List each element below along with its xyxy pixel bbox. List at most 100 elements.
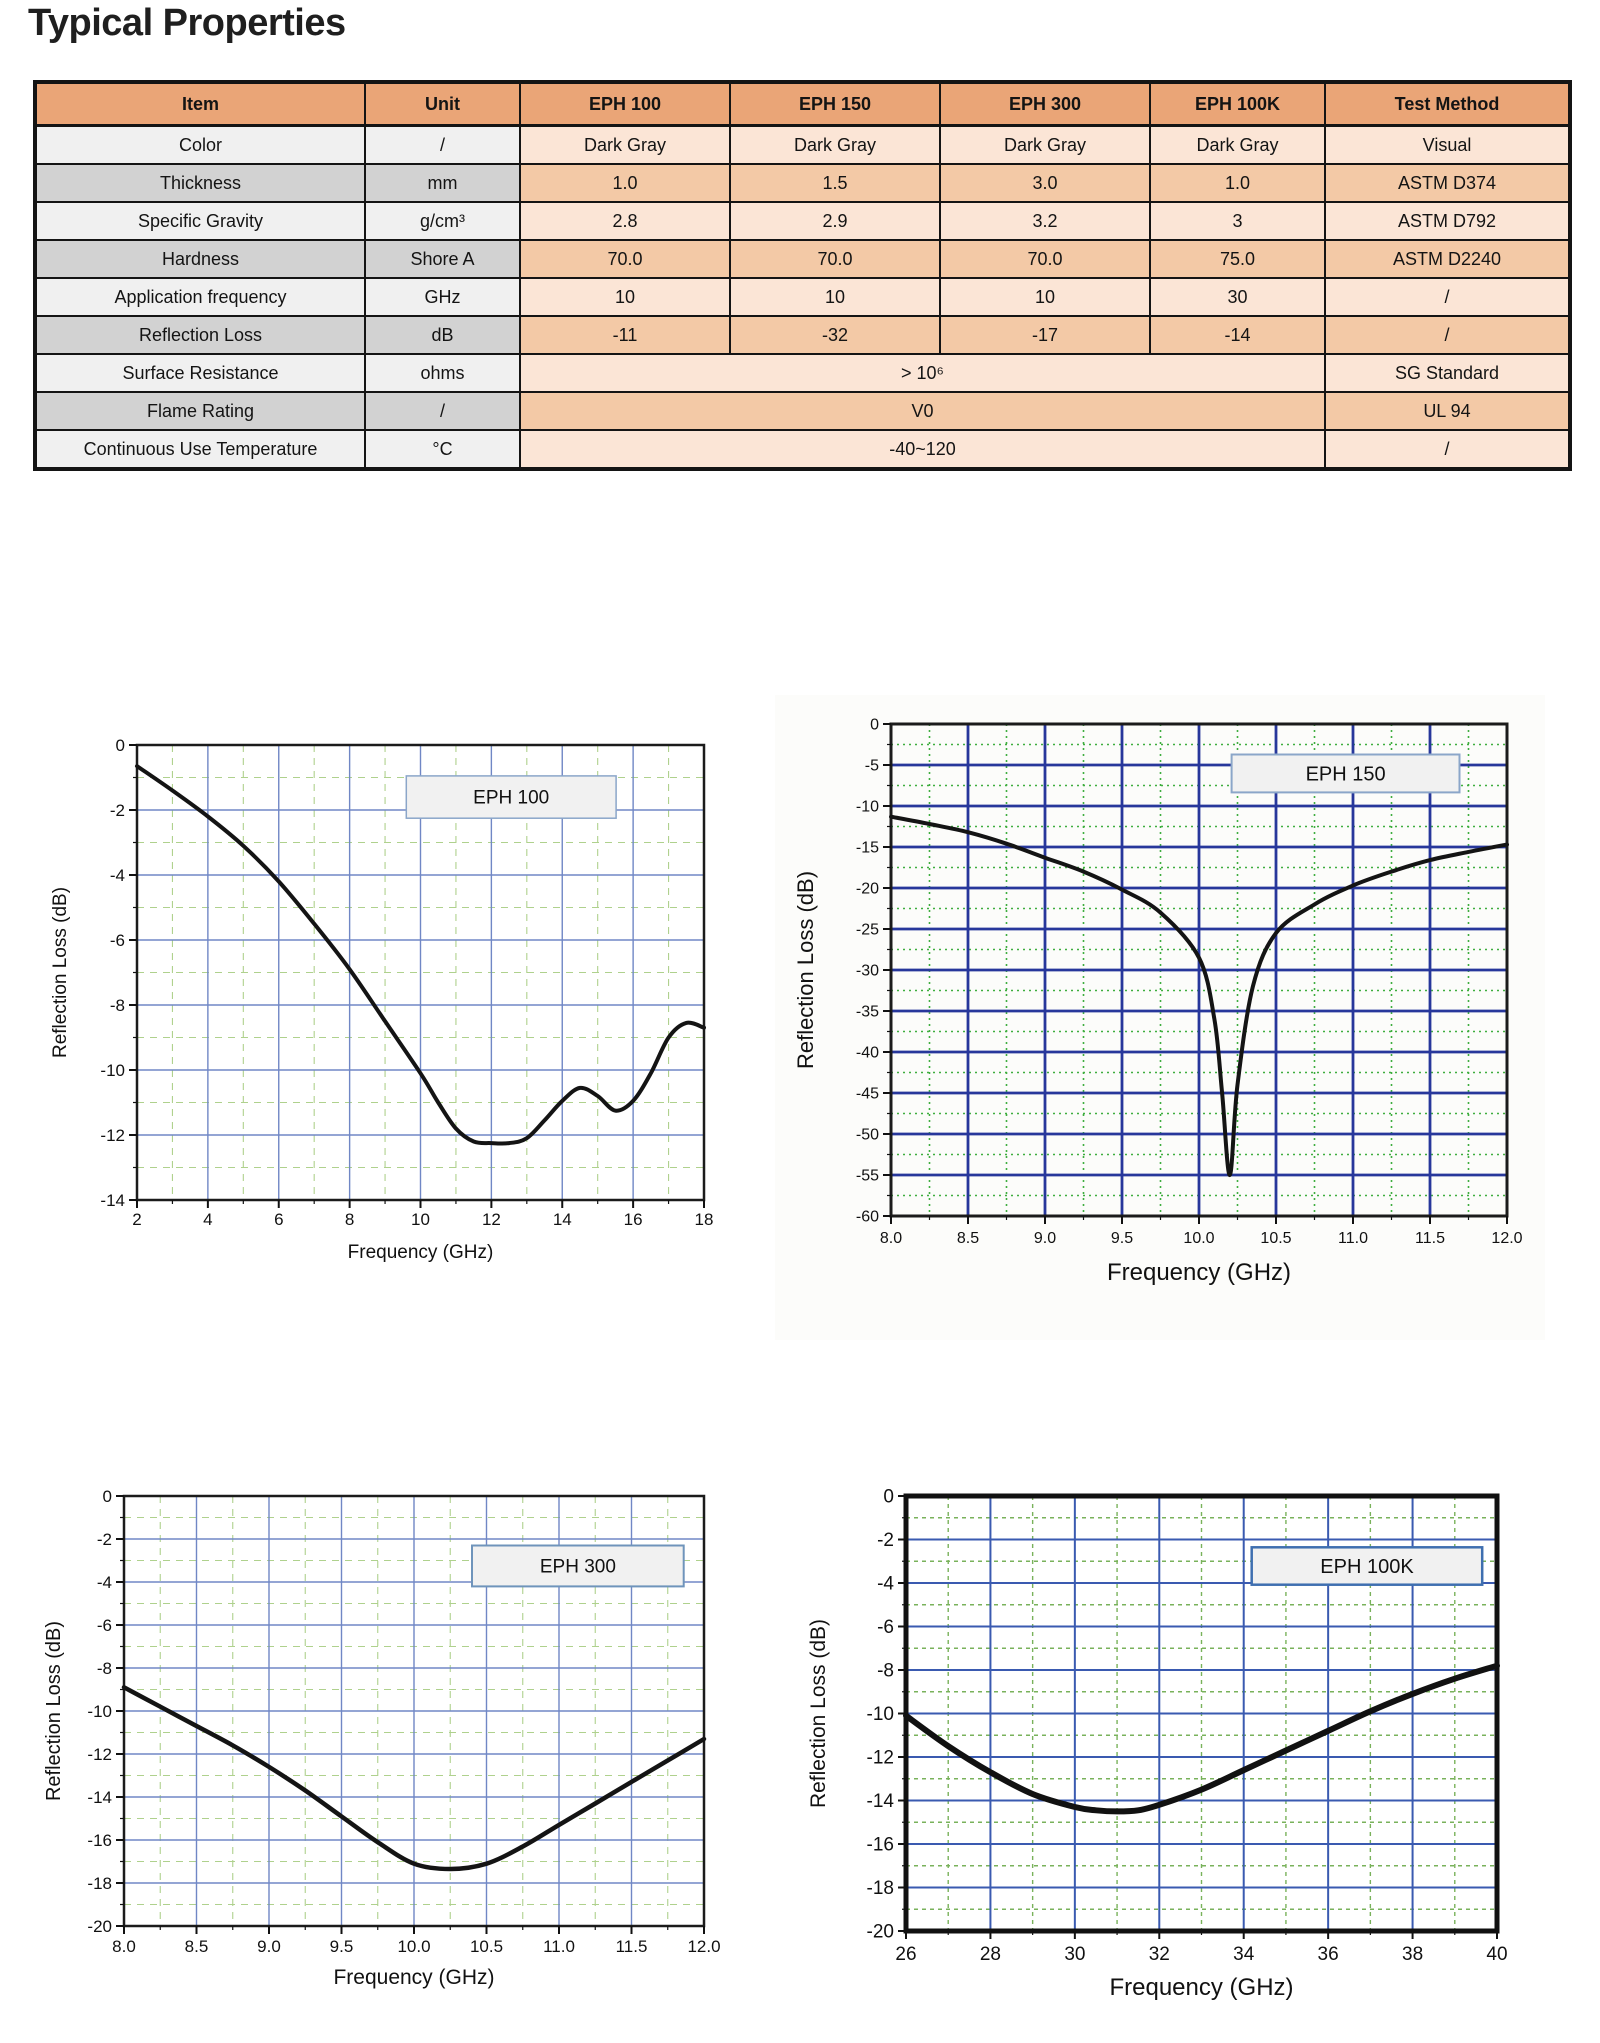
y-tick-label: -14	[867, 1791, 895, 1812]
y-tick-label: -45	[856, 1085, 879, 1102]
unit-cell: dB	[364, 315, 521, 355]
x-tick-label: 16	[624, 1210, 643, 1229]
x-tick-label: 26	[895, 1944, 916, 1965]
value-cell: 70.0	[939, 239, 1151, 279]
y-tick-label: -12	[100, 1126, 125, 1145]
column-header: EPH 100	[519, 81, 731, 127]
x-tick-label: 28	[980, 1944, 1001, 1965]
y-tick-label: 0	[883, 1487, 894, 1508]
y-tick-label: -8	[97, 1659, 112, 1678]
x-tick-label: 32	[1149, 1944, 1170, 1965]
column-header: Test Method	[1324, 81, 1571, 127]
x-tick-label: 38	[1402, 1944, 1423, 1965]
y-tick-label: -10	[856, 798, 879, 815]
legend-label: EPH 100	[473, 788, 549, 809]
y-tick-label: 0	[870, 716, 879, 733]
column-header: EPH 300	[939, 81, 1151, 127]
x-tick-label: 11.5	[1415, 1230, 1445, 1247]
test-method-cell: UL 94	[1324, 391, 1571, 431]
y-tick-label: -6	[110, 931, 125, 950]
merged-value-cell: > 10⁶	[519, 353, 1326, 393]
legend-label: EPH 100K	[1320, 1556, 1414, 1578]
y-tick-label: -55	[856, 1167, 879, 1184]
x-axis-title: Frequency (GHz)	[333, 1966, 494, 1989]
typical-properties-table: Item Unit EPH 100 EPH 150 EPH 300 EPH 100K Tes…	[33, 80, 1572, 471]
value-cell: Dark Gray	[519, 124, 731, 165]
y-tick-label: -6	[877, 1617, 894, 1638]
x-tick-label: 11.0	[1338, 1230, 1368, 1247]
y-tick-label: -35	[856, 1003, 879, 1020]
y-tick-label: -16	[867, 1835, 894, 1856]
x-tick-label: 9.0	[1034, 1230, 1056, 1247]
unit-cell: Shore A	[364, 239, 521, 279]
value-cell: 2.9	[729, 201, 941, 241]
y-tick-label: -18	[867, 1878, 894, 1899]
eph-100k-reflection-loss-chart: 26 28 30 32 34 36 38 40 0 -2 -4 -6 -8 -10 -12 -14 -16 -18…	[807, 1487, 1508, 2002]
y-tick-label: -40	[856, 1044, 879, 1061]
y-axis-title: Reflection Loss (dB)	[793, 871, 818, 1069]
y-tick-label: -30	[856, 962, 879, 979]
y-tick-label: -15	[856, 839, 879, 856]
unit-cell: ohms	[364, 353, 521, 393]
item-cell: Color	[34, 124, 366, 165]
y-tick-label: -18	[87, 1874, 112, 1893]
x-tick-label: 18	[695, 1210, 714, 1229]
x-tick-label: 8.0	[880, 1230, 902, 1247]
x-tick-label: 12.0	[1491, 1230, 1522, 1247]
x-tick-label: 36	[1318, 1944, 1339, 1965]
value-cell: 3.2	[939, 201, 1151, 241]
table-row: Surface Resistance ohms > 10⁶ SG Standard	[34, 353, 1571, 393]
table-header-row: Item Unit EPH 100 EPH 150 EPH 300 EPH 100K Tes…	[34, 81, 1571, 127]
y-tick-label: -50	[856, 1126, 879, 1143]
page-title: Typical Properties	[28, 2, 346, 44]
column-header: Unit	[364, 81, 521, 127]
value-cell: 75.0	[1149, 239, 1326, 279]
x-tick-label: 10.0	[1183, 1230, 1214, 1247]
x-tick-label: 40	[1486, 1944, 1507, 1965]
value-cell: -14	[1149, 315, 1326, 355]
x-tick-label: 8	[345, 1210, 354, 1229]
x-tick-label: 30	[1064, 1944, 1085, 1965]
y-tick-label: -6	[97, 1616, 112, 1635]
value-cell: -32	[729, 315, 941, 355]
column-header: EPH 100K	[1149, 81, 1326, 127]
y-axis-title: Reflection Loss (dB)	[807, 1619, 830, 1808]
x-tick-label: 9.5	[330, 1937, 354, 1956]
x-tick-label: 14	[553, 1210, 572, 1229]
y-tick-label: -10	[867, 1704, 894, 1725]
eph300-curve	[121, 1685, 707, 1872]
y-tick-label: -10	[87, 1702, 112, 1721]
x-tick-label: 2	[132, 1210, 141, 1229]
value-cell: 10	[729, 277, 941, 317]
merged-value-cell: -40~120	[519, 429, 1326, 470]
unit-cell: GHz	[364, 277, 521, 317]
y-tick-label: -10	[100, 1061, 125, 1080]
table-row: Application frequency GHz 10 10 10 30/	[34, 277, 1571, 317]
value-cell: 1.5	[729, 163, 941, 203]
x-tick-label: 8.0	[112, 1937, 136, 1956]
legend-box	[471, 1544, 685, 1588]
value-cell: Dark Gray	[1149, 124, 1326, 165]
test-method-cell: ASTM D792	[1324, 201, 1571, 241]
x-tick-label: 6	[274, 1210, 283, 1229]
unit-cell: /	[364, 391, 521, 431]
x-tick-label: 10	[411, 1210, 430, 1229]
value-cell: 2.8	[519, 201, 731, 241]
test-method-cell: SG Standard	[1324, 353, 1571, 393]
test-method-cell: ASTM D374	[1324, 163, 1571, 203]
y-tick-label: -8	[877, 1661, 894, 1682]
value-cell: 10	[939, 277, 1151, 317]
table-row: Reflection Loss dB -11 -32 -17 -14/	[34, 315, 1571, 355]
x-tick-label: 10.5	[470, 1937, 503, 1956]
y-tick-label: -25	[856, 921, 879, 938]
item-cell: Hardness	[34, 239, 366, 279]
value-cell: 1.0	[519, 163, 731, 203]
legend-box	[1250, 1546, 1484, 1586]
value-cell: 10	[519, 277, 731, 317]
legend-label: EPH 300	[540, 1557, 616, 1578]
y-tick-label: -60	[856, 1208, 879, 1225]
x-tick-label: 11.5	[616, 1937, 648, 1956]
y-tick-label: -20	[87, 1917, 112, 1936]
x-tick-label: 12	[482, 1210, 501, 1229]
x-axis-title: Frequency (GHz)	[1109, 1974, 1293, 2001]
